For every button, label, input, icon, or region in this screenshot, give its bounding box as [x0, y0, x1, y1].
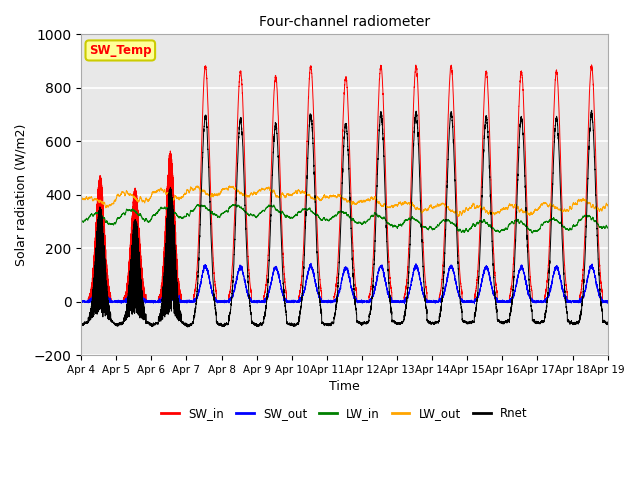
SW_in	[588, 62, 595, 68]
Rnet	[575, 318, 583, 324]
Line: LW_in: LW_in	[81, 204, 608, 233]
SW_out	[307, 261, 315, 266]
Line: LW_out: LW_out	[81, 186, 608, 216]
LW_in	[256, 210, 264, 216]
Rnet	[462, 320, 470, 326]
SW_in	[462, 299, 470, 304]
LW_out	[256, 187, 264, 192]
Y-axis label: Solar radiation (W/m2): Solar radiation (W/m2)	[15, 123, 28, 266]
SW_out	[477, 281, 485, 287]
LW_out	[454, 214, 462, 219]
SW_out	[137, 301, 145, 307]
Rnet	[588, 108, 595, 113]
SW_out	[326, 298, 334, 304]
Rnet	[184, 324, 191, 330]
LW_in	[77, 220, 85, 226]
Rnet	[604, 319, 612, 325]
LW_in	[575, 217, 583, 223]
SW_in	[477, 198, 484, 204]
LW_in	[326, 216, 334, 222]
Line: Rnet: Rnet	[81, 110, 608, 327]
SW_out	[582, 285, 589, 290]
X-axis label: Time: Time	[329, 380, 360, 393]
LW_in	[604, 225, 612, 231]
LW_in	[232, 202, 239, 207]
SW_out	[462, 299, 470, 304]
LW_out	[604, 203, 612, 209]
SW_in	[77, 299, 85, 304]
SW_in	[575, 299, 583, 304]
Rnet	[477, 227, 484, 233]
Line: SW_out: SW_out	[81, 264, 608, 304]
SW_in	[326, 299, 334, 304]
SW_in	[604, 299, 612, 304]
Rnet	[256, 323, 264, 328]
SW_in	[582, 214, 589, 219]
Line: SW_in: SW_in	[81, 65, 608, 301]
SW_in	[256, 299, 264, 304]
SW_out	[604, 300, 612, 306]
Rnet	[326, 323, 334, 329]
LW_out	[575, 198, 583, 204]
LW_in	[582, 213, 589, 218]
Title: Four-channel radiometer: Four-channel radiometer	[259, 15, 430, 29]
LW_out	[477, 204, 485, 210]
SW_out	[256, 298, 264, 304]
Rnet	[77, 322, 85, 328]
LW_out	[77, 196, 85, 202]
LW_out	[194, 183, 202, 189]
Legend: SW_in, SW_out, LW_in, LW_out, Rnet: SW_in, SW_out, LW_in, LW_out, Rnet	[156, 403, 532, 425]
LW_out	[582, 198, 589, 204]
LW_in	[477, 218, 484, 224]
LW_out	[326, 193, 334, 199]
Text: SW_Temp: SW_Temp	[89, 44, 152, 57]
LW_in	[529, 230, 536, 236]
SW_out	[575, 298, 583, 304]
LW_out	[462, 205, 470, 211]
LW_in	[462, 226, 470, 232]
Rnet	[582, 241, 589, 247]
SW_out	[77, 299, 85, 305]
